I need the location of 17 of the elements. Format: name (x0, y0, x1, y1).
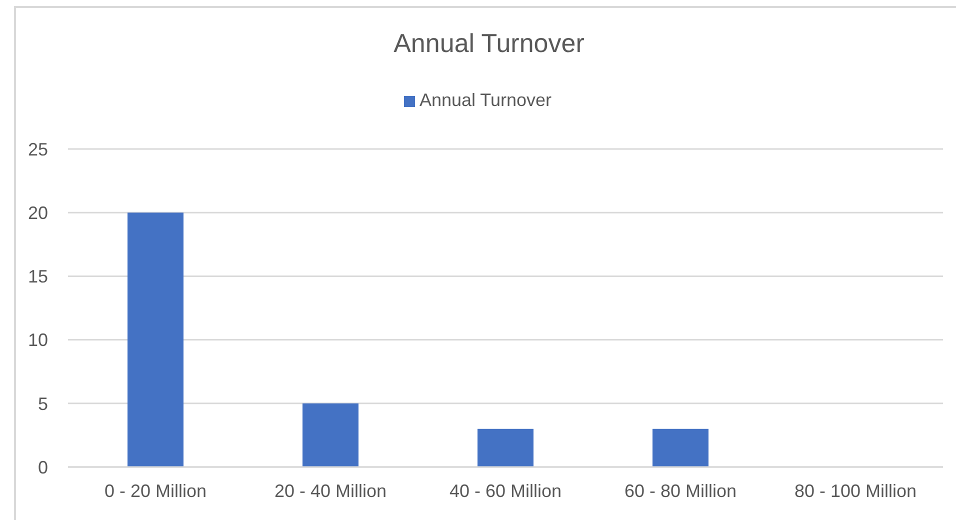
legend-label: Annual Turnover (419, 90, 552, 110)
x-tick-label: 80 - 100 Million (794, 480, 917, 501)
x-tick-label: 40 - 60 Million (449, 480, 562, 501)
y-tick-label: 10 (28, 330, 48, 350)
x-tick-label: 0 - 20 Million (104, 480, 207, 501)
bar (652, 428, 708, 467)
chart-title: Annual Turnover (392, 28, 586, 59)
bar (302, 403, 358, 467)
y-tick-label: 15 (28, 266, 48, 287)
x-tick-label: 20 - 40 Million (274, 480, 387, 501)
y-tick-label: 0 (38, 457, 48, 478)
y-tick-label: 25 (28, 139, 48, 160)
bar (478, 428, 534, 467)
x-tick-label: 60 - 80 Million (624, 480, 737, 501)
y-tick-label: 5 (38, 394, 48, 414)
bar (128, 212, 184, 467)
y-tick-label: 20 (28, 202, 48, 223)
